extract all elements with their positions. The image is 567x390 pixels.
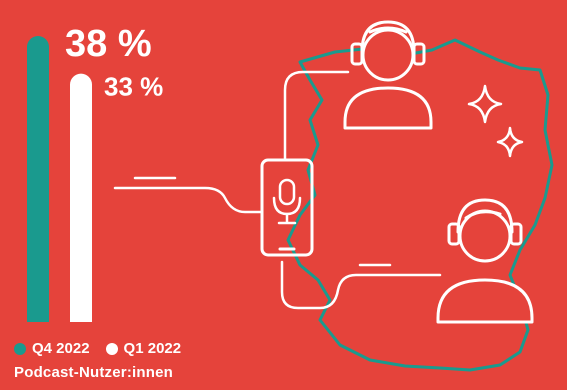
sparkle-icon [467,84,503,124]
bar-q4-2022 [27,36,49,322]
line-to-bottom-person [280,260,442,310]
legend-label-q1: Q1 2022 [123,340,182,357]
legend-swatch-q4 [14,342,26,355]
smartphone-icon [260,158,314,257]
person-headphones-icon [343,20,433,130]
legend-item-q1: Q1 2022 [105,340,182,357]
bar-q1-2022 [70,73,92,322]
chart-caption: Podcast-Nutzer:innen [14,364,174,381]
legend-item-q4: Q4 2022 [14,340,90,357]
legend-label-q4: Q4 2022 [32,340,90,357]
bar-base [27,311,49,322]
line-to-top-person [283,70,350,162]
data-label-q4-2022: 38 % [65,23,152,65]
legend-swatch-q1 [105,342,118,355]
sparkle-icon [496,126,524,158]
germany-map-outline [286,38,554,372]
data-label-q1-2022: 33 % [104,72,163,102]
bar-base [70,311,92,322]
bar-chart: 38 % 33 % [27,23,163,322]
connector-lines [113,70,442,310]
line-to-phone [113,186,264,214]
microphone-icon [272,178,302,225]
person-headphones-icon [436,198,534,324]
legend: Q4 2022 Q1 2022 [14,340,181,357]
